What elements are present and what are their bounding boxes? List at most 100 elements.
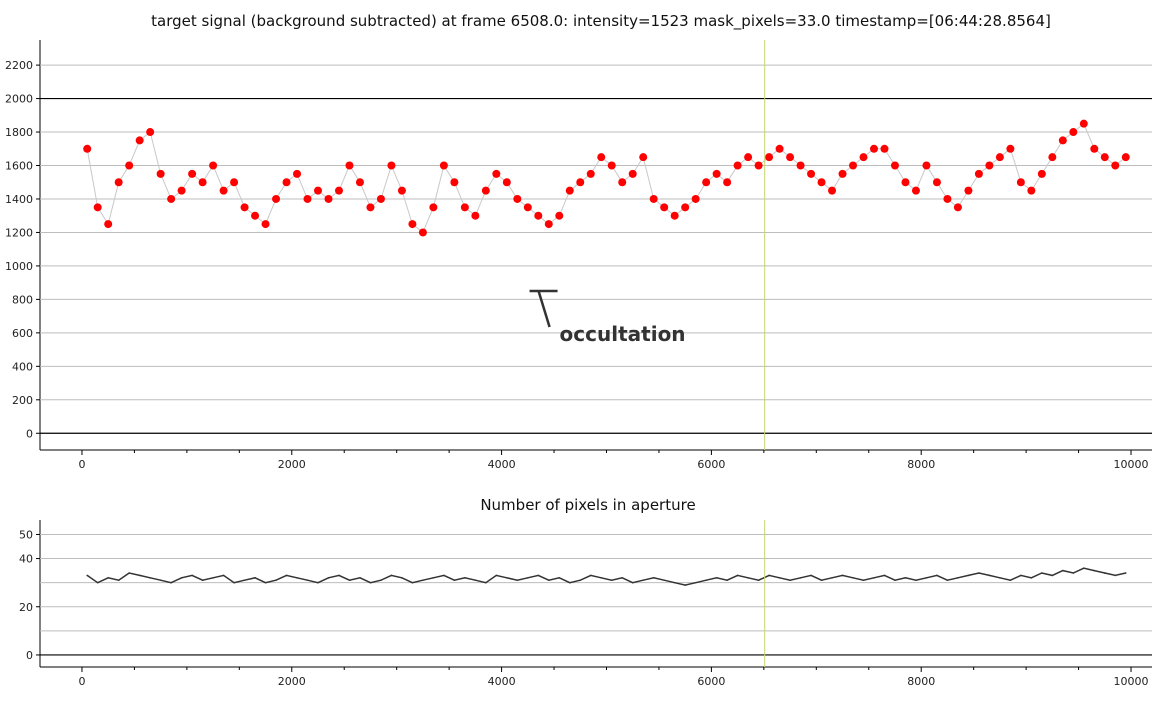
data-point	[495, 574, 498, 577]
data-point	[345, 161, 354, 170]
data-point	[93, 203, 102, 212]
y-tick-label: 1800	[5, 126, 33, 139]
data-point	[807, 169, 816, 178]
data-point	[765, 153, 774, 162]
data-point	[1037, 169, 1046, 178]
data-point	[149, 577, 151, 579]
data-point	[880, 144, 889, 153]
y-tick-label: 600	[12, 327, 33, 340]
data-point	[715, 577, 718, 579]
data-point	[957, 577, 959, 579]
data-point	[230, 178, 239, 187]
data-point	[1103, 572, 1106, 574]
data-point	[222, 574, 225, 577]
x-tick-label: 0	[78, 675, 85, 688]
data-point	[1051, 574, 1054, 577]
x-tick-label: 10000	[1114, 675, 1149, 688]
x-tick-label: 0	[78, 458, 85, 471]
data-point	[464, 577, 466, 579]
data-point	[936, 574, 938, 577]
data-point	[544, 220, 553, 229]
data-point	[96, 581, 99, 584]
data-point	[841, 574, 844, 577]
data-point	[597, 153, 606, 162]
data-point	[264, 581, 267, 584]
data-point	[652, 577, 655, 579]
data-point	[146, 128, 155, 137]
data-point	[660, 203, 669, 212]
data-point	[778, 577, 781, 579]
signal-connector-line	[86, 122, 1127, 234]
data-point	[967, 574, 970, 577]
y-tick-label: 0	[26, 649, 33, 662]
data-point	[911, 186, 920, 195]
data-point	[453, 579, 456, 582]
data-point	[523, 203, 532, 212]
data-point	[943, 194, 952, 203]
x-tick-label: 6000	[697, 458, 725, 471]
data-point	[1090, 144, 1099, 153]
data-point	[390, 574, 393, 577]
data-point	[418, 228, 427, 237]
data-point	[272, 194, 281, 203]
data-point	[324, 194, 333, 203]
data-point	[348, 579, 351, 582]
data-point	[282, 178, 291, 187]
data-point	[838, 169, 847, 178]
data-point	[359, 577, 361, 579]
data-point	[251, 211, 260, 220]
data-point	[810, 574, 812, 577]
x-tick-label: 6000	[697, 675, 725, 688]
data-point	[1048, 153, 1057, 162]
data-point	[754, 161, 763, 170]
data-point	[338, 574, 340, 577]
data-point	[369, 581, 372, 584]
data-point	[607, 161, 616, 170]
data-point	[932, 178, 941, 187]
data-point	[408, 220, 417, 229]
data-point	[870, 144, 878, 153]
data-point	[579, 579, 582, 582]
data-point	[1124, 572, 1127, 574]
data-point	[485, 581, 487, 584]
y-tick-label: 200	[12, 394, 33, 407]
data-point	[293, 169, 302, 178]
data-point	[506, 577, 508, 579]
data-point	[317, 581, 319, 584]
data-point	[1111, 161, 1120, 170]
data-point	[862, 579, 865, 582]
data-point	[1009, 579, 1012, 582]
data-point	[104, 220, 113, 229]
data-point	[726, 579, 728, 582]
y-tick-label: 1600	[5, 160, 33, 173]
data-point	[296, 577, 298, 579]
data-point	[558, 577, 561, 579]
data-point	[387, 161, 396, 170]
data-point	[366, 203, 375, 212]
data-point	[723, 178, 732, 187]
data-point	[191, 574, 193, 577]
aperture-pixels-line	[86, 567, 1126, 586]
x-tick-label: 2000	[278, 458, 306, 471]
chart-title: target signal (background subtracted) at…	[151, 12, 1051, 31]
data-point	[180, 577, 183, 579]
data-point	[799, 577, 802, 579]
data-point	[376, 194, 385, 203]
data-point	[691, 194, 700, 203]
data-point	[964, 186, 973, 195]
y-tick-label: 20	[19, 601, 33, 614]
data-point	[1114, 574, 1117, 577]
data-point	[159, 579, 162, 582]
y-tick-label: 2000	[5, 93, 33, 106]
data-point	[547, 579, 550, 582]
data-point	[663, 579, 665, 582]
data-point	[618, 178, 627, 187]
data-point	[492, 169, 501, 178]
data-point	[502, 178, 511, 187]
data-point	[1006, 144, 1015, 153]
data-point	[83, 144, 92, 153]
data-point	[1027, 186, 1036, 195]
data-point	[775, 144, 784, 153]
